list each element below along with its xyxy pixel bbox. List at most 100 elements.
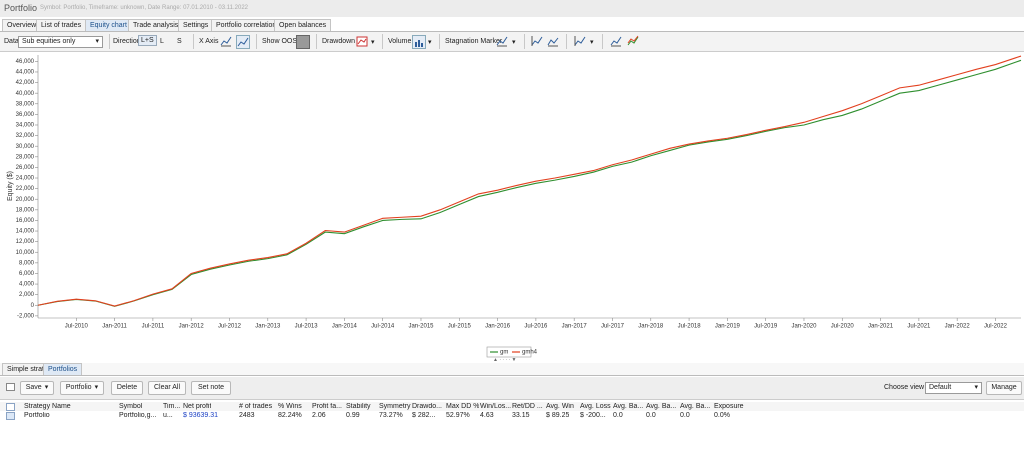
table-cell: $ -200...	[580, 412, 606, 419]
table-cell: $ 282...	[412, 412, 436, 419]
x-axis-date-icon[interactable]	[220, 35, 232, 47]
manage-button[interactable]: Manage	[986, 381, 1022, 395]
header-checkbox[interactable]	[6, 403, 15, 411]
tab[interactable]: Portfolio correlation	[211, 19, 282, 31]
column-header[interactable]: Exposure	[714, 403, 744, 410]
column-header[interactable]: % Wins	[278, 403, 302, 410]
column-header[interactable]: Symmetry	[379, 403, 411, 410]
show-oos-label: Show OOS	[262, 38, 298, 45]
column-header[interactable]: Symbol	[119, 403, 143, 410]
table-cell: 33.15	[512, 412, 530, 419]
volume-label: Volume	[388, 38, 412, 45]
y-tick-label: 20,000	[16, 197, 35, 203]
x-axis-trade-icon[interactable]	[236, 35, 250, 49]
x-tick-label: Jan-2013	[255, 324, 281, 330]
toolbar-button[interactable]: Set note	[191, 381, 231, 395]
row-checkbox[interactable]	[6, 412, 15, 420]
x-tick-label: Jul-2014	[371, 324, 395, 330]
column-header[interactable]: Net profit	[183, 403, 212, 410]
legend-box	[486, 346, 532, 358]
tab-bar: Overview List of trades Equity chart Trade …	[0, 18, 1024, 32]
table-cell: 73.27%	[379, 412, 403, 419]
y-tick-label: 14,000	[16, 229, 35, 235]
y-tick-label: 26,000	[16, 165, 35, 171]
x-tick-label: Jan-2014	[332, 324, 358, 330]
view-dropdown[interactable]: Default ▾	[925, 382, 982, 394]
direction-option[interactable]: L+S	[138, 35, 157, 46]
column-header[interactable]: # of trades	[239, 403, 273, 410]
x-tick-label: Jan-2012	[179, 324, 205, 330]
tab[interactable]: Trade analysis	[128, 19, 184, 31]
separator	[109, 34, 110, 49]
separator	[316, 34, 317, 49]
chart-icon[interactable]	[531, 35, 543, 47]
y-tick-label: 10,000	[16, 250, 35, 256]
dropdown-arrow[interactable]: ▾	[428, 39, 432, 46]
separator	[439, 34, 440, 49]
toolbar-button[interactable]: Save ▾	[20, 381, 54, 395]
table-cell: 2483	[239, 412, 255, 419]
table-cell: 0.0	[613, 412, 623, 419]
column-header[interactable]: Win/Los...	[480, 403, 512, 410]
direction-option[interactable]: L	[160, 38, 164, 45]
x-tick-label: Jul-2018	[678, 324, 702, 330]
toolbar-button[interactable]: Clear All	[148, 381, 186, 395]
x-tick-label: Jan-2020	[791, 324, 817, 330]
chart-icon[interactable]	[627, 35, 639, 47]
column-header[interactable]: Tim...	[163, 403, 181, 410]
toolbar-button[interactable]: Portfolio ▾	[60, 381, 104, 395]
chart-icon[interactable]	[574, 35, 586, 47]
column-header[interactable]: Strategy Name	[24, 403, 71, 410]
column-header[interactable]: Drawdo...	[412, 403, 442, 410]
bottom-tab[interactable]: Portfolios	[43, 363, 83, 375]
separator	[524, 34, 525, 49]
column-header[interactable]: Avg. Ba...	[646, 403, 677, 410]
dropdown-arrow[interactable]: ▾	[371, 39, 375, 46]
column-header[interactable]: Max DD %	[446, 403, 480, 410]
chart-icon[interactable]	[547, 35, 559, 47]
tab[interactable]: Equity chart	[85, 19, 132, 31]
button-label: Set note	[197, 384, 225, 391]
y-tick-label: 40,000	[16, 91, 35, 97]
equity-line	[37, 55, 1022, 307]
x-tick-label: Jan-2019	[715, 324, 741, 330]
column-header[interactable]: Ret/DD ...	[512, 403, 543, 410]
bottom-tab-bar: Simple strategies Portfolios	[0, 363, 1024, 376]
direction-option[interactable]: S	[177, 38, 182, 45]
stagnation-icon[interactable]	[496, 35, 508, 47]
drawdown-icon[interactable]	[356, 35, 368, 47]
x-tick-label: Jul-2022	[984, 324, 1008, 330]
y-tick-label: 24,000	[16, 176, 35, 182]
y-tick-label: 12,000	[16, 239, 35, 245]
dropdown-arrow[interactable]: ▾	[512, 39, 516, 46]
x-tick-label: Jul-2021	[907, 324, 931, 330]
table-cell: $ 89.25	[546, 412, 570, 419]
data-dropdown[interactable]: Sub equities only ▾	[18, 36, 103, 48]
table-cell: 82.24%	[278, 412, 302, 419]
column-header[interactable]: Avg. Loss	[580, 403, 611, 410]
column-header[interactable]: Profit fa...	[312, 403, 342, 410]
legend-label: gm	[500, 350, 508, 356]
tab[interactable]: List of trades	[36, 19, 87, 31]
x-tick-label: Jan-2015	[408, 324, 434, 330]
select-all-checkbox[interactable]	[6, 383, 15, 391]
view-value: Default	[929, 384, 952, 391]
chart-icon[interactable]	[610, 35, 622, 47]
tab[interactable]: Open balances	[274, 19, 332, 31]
y-tick-label: 8,000	[19, 260, 35, 266]
column-header[interactable]: Avg. Win	[546, 403, 574, 410]
toolbar-button[interactable]: Delete	[111, 381, 143, 395]
show-oos-toggle[interactable]	[296, 35, 310, 49]
column-header[interactable]: Stability	[346, 403, 371, 410]
data-value: Sub equities only	[22, 38, 76, 45]
splitter-handle[interactable]: ▲ · · · · ▼	[493, 357, 517, 363]
x-axis-label: X Axis	[199, 38, 219, 45]
tab[interactable]: Settings	[178, 19, 214, 31]
volume-icon[interactable]	[412, 35, 426, 49]
dropdown-arrow[interactable]: ▾	[590, 39, 594, 46]
y-tick-label: 36,000	[16, 112, 35, 118]
column-header[interactable]: Avg. Ba...	[680, 403, 711, 410]
y-tick-label: 2,000	[19, 292, 35, 298]
column-header[interactable]: Avg. Ba...	[613, 403, 644, 410]
